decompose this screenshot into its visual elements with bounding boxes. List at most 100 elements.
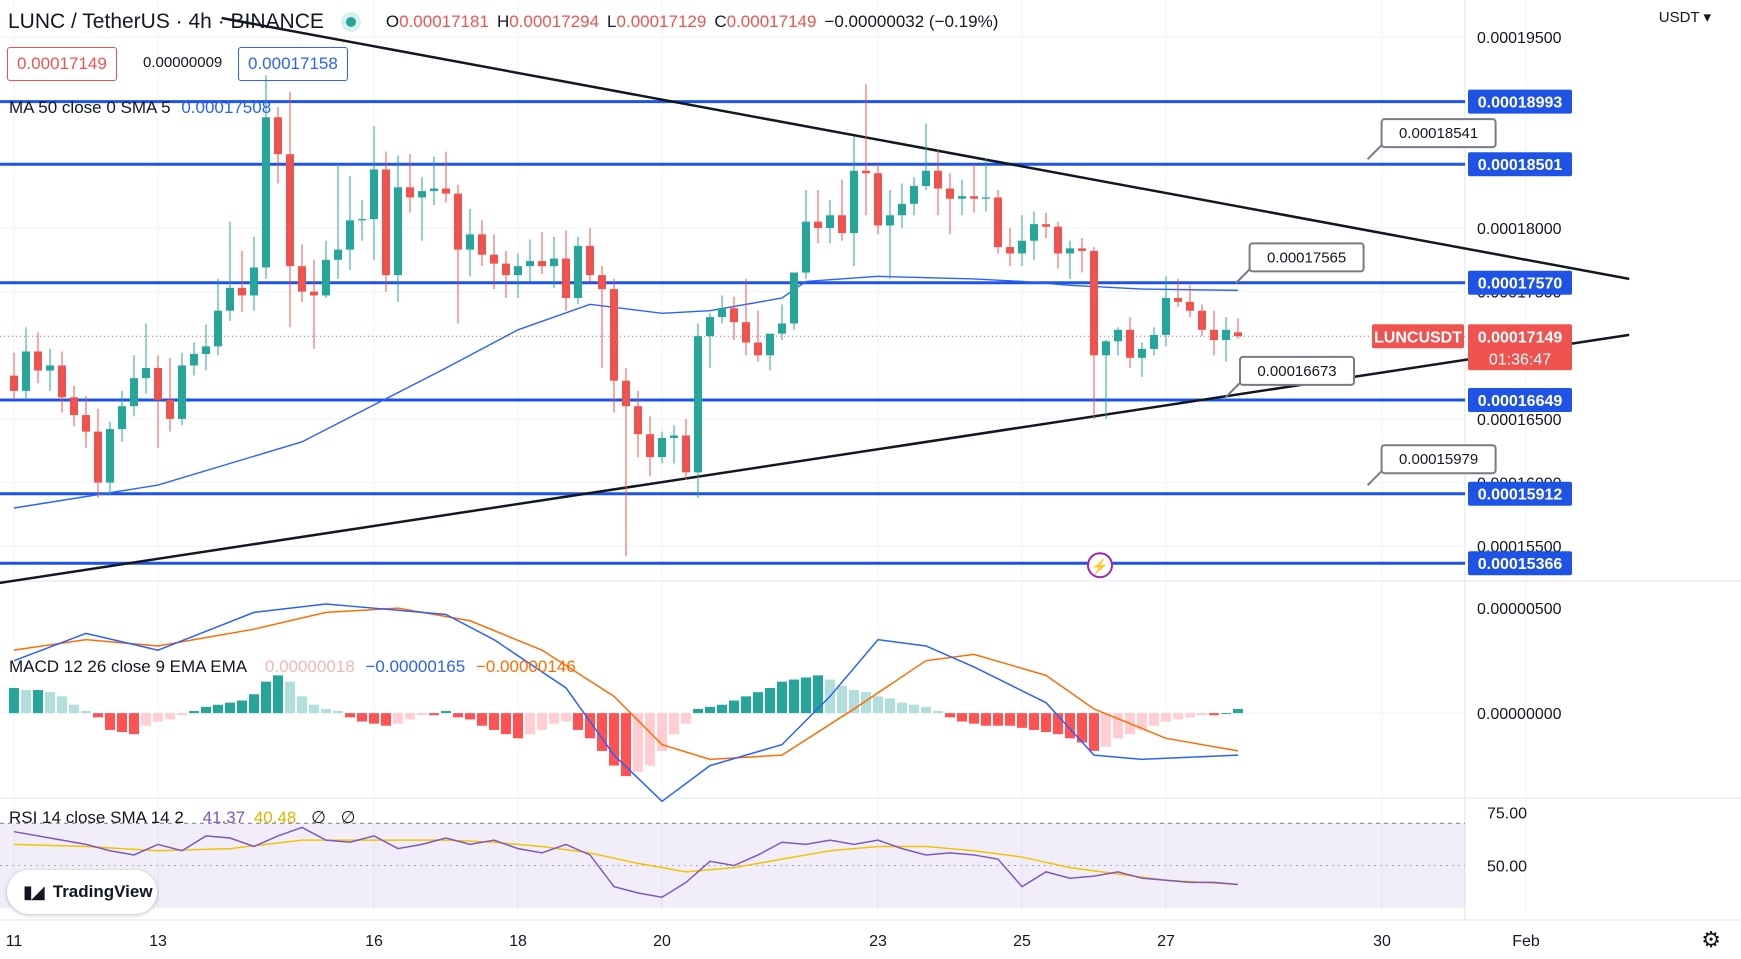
macd-hist-bar xyxy=(1221,713,1231,715)
macd-hist-bar xyxy=(225,702,235,714)
tradingview-logo[interactable]: ▮◢ TradingView xyxy=(7,870,157,914)
macd-hist-bar xyxy=(549,713,559,724)
macd-hist-value: 0.00000018 xyxy=(264,657,355,676)
macd-histogram xyxy=(9,675,1243,777)
ma50-line xyxy=(13,275,1239,509)
candle-body xyxy=(1102,341,1110,356)
price-tick-label: 0.00019500 xyxy=(1477,30,1562,47)
candle-body xyxy=(10,375,18,391)
macd-hist-bar xyxy=(405,713,415,720)
macd-hist-bar xyxy=(237,700,247,714)
candle-body xyxy=(1042,224,1050,227)
callout-label: 0.00018541 xyxy=(1399,125,1478,142)
buy-button[interactable]: 0.00017158 xyxy=(238,47,348,81)
macd-hist-bar xyxy=(513,713,523,739)
candle-body xyxy=(526,261,534,267)
macd-hist-bar xyxy=(213,704,223,714)
time-tick-label: 25 xyxy=(1013,933,1031,950)
candle-body xyxy=(118,406,126,430)
macd-label: MACD 12 26 close 9 EMA EMA xyxy=(9,657,247,676)
candle-body xyxy=(214,310,222,347)
brand-name: TradingView xyxy=(52,882,153,901)
macd-hist-bar xyxy=(561,713,571,722)
macd-hist-bar xyxy=(369,713,379,724)
macd-hist-bar xyxy=(813,675,823,714)
candle-body xyxy=(586,245,594,276)
macd-hist-bar xyxy=(453,713,463,718)
macd-hist-bar xyxy=(1041,713,1051,733)
macd-hist-bar xyxy=(57,696,67,714)
macd-hist-bar xyxy=(285,681,295,714)
time-tick-label: 11 xyxy=(6,933,23,950)
macd-hist-bar xyxy=(141,713,151,726)
macd-hist-bar xyxy=(1161,713,1171,722)
time-tick-label: 27 xyxy=(1157,933,1175,950)
chevron-down-icon: ▾ xyxy=(1703,9,1711,26)
candle-body xyxy=(502,263,510,276)
ma-legend[interactable]: MA 50 close 0 SMA 5 0.00017508 xyxy=(9,98,271,118)
macd-hist-bar xyxy=(729,700,739,714)
macd-hist-bar xyxy=(921,706,931,714)
ohlc-open: O0.00017181 xyxy=(386,12,489,32)
candle-body xyxy=(1018,240,1026,254)
high-value: 0.00017294 xyxy=(509,12,600,31)
candle-body xyxy=(922,170,930,186)
time-tick-label: 20 xyxy=(653,933,671,950)
macd-hist-bar xyxy=(993,713,1003,726)
level-price-label: 0.00015912 xyxy=(1478,487,1563,504)
currency-selector[interactable]: USDT ▾ xyxy=(1659,8,1711,26)
tradingview-icon: ▮◢ xyxy=(23,881,45,902)
macd-hist-bar xyxy=(9,687,19,714)
ohlc-low: L0.00017129 xyxy=(607,12,706,32)
macd-hist-bar xyxy=(765,687,775,714)
callout-box xyxy=(1380,444,1497,475)
macd-hist-bar xyxy=(489,713,499,730)
macd-hist-bar xyxy=(321,708,331,714)
candle-body xyxy=(1006,247,1014,254)
flash-icon xyxy=(1087,552,1113,579)
macd-hist-bar xyxy=(129,713,139,735)
macd-hist-bar xyxy=(849,690,859,714)
price-tick-label: 0.00018000 xyxy=(1477,221,1562,238)
candle-body xyxy=(946,188,954,199)
candle-body xyxy=(970,196,978,199)
sell-button[interactable]: 0.00017149 xyxy=(7,47,117,81)
trend-line xyxy=(0,333,1630,585)
candle-body xyxy=(874,173,882,226)
symbol-title[interactable]: LUNC / TetherUS · 4h · BINANCE xyxy=(8,10,324,33)
currency-label: USDT xyxy=(1658,9,1700,26)
candle-body xyxy=(1198,310,1206,330)
candle-body xyxy=(910,186,918,204)
candle-body xyxy=(70,397,78,416)
macd-signal-line xyxy=(13,607,1239,761)
macd-hist-bar xyxy=(753,692,763,714)
candle-body xyxy=(106,429,114,483)
candle-body xyxy=(430,188,438,192)
level-price-label: 0.00015366 xyxy=(1478,556,1563,573)
macd-hist-bar xyxy=(1029,713,1039,730)
macd-hist-bar xyxy=(1065,713,1075,739)
macd-hist-bar xyxy=(525,713,535,735)
macd-hist-bar xyxy=(189,711,199,714)
candle-body xyxy=(514,266,522,276)
macd-hist-bar xyxy=(1077,713,1087,743)
level-price-tag xyxy=(1468,481,1572,506)
macd-hist-bar xyxy=(597,713,607,751)
macd-hist-bar xyxy=(861,692,871,714)
candle-body xyxy=(730,308,738,323)
macd-line xyxy=(13,603,1239,803)
macd-hist-bar xyxy=(477,713,487,726)
level-price-tag xyxy=(1468,270,1572,295)
rsi-ma-value: 40.48 xyxy=(253,808,297,827)
candle-body xyxy=(778,323,786,334)
ma-value: 0.00017508 xyxy=(181,98,272,117)
low-label: L xyxy=(607,12,617,31)
macd-legend[interactable]: MACD 12 26 close 9 EMA EMA 0.00000018 −0… xyxy=(9,657,576,677)
macd-hist-bar xyxy=(981,713,991,726)
macd-hist-bar xyxy=(1209,713,1219,716)
rsi-legend[interactable]: RSI 14 close SMA 14 2 41.37 40.48 ∅ ∅ xyxy=(9,808,355,828)
gear-icon[interactable]: ⚙ xyxy=(1701,927,1721,952)
callout-pointer xyxy=(1225,382,1241,398)
time-tick-label: Feb xyxy=(1512,933,1540,950)
